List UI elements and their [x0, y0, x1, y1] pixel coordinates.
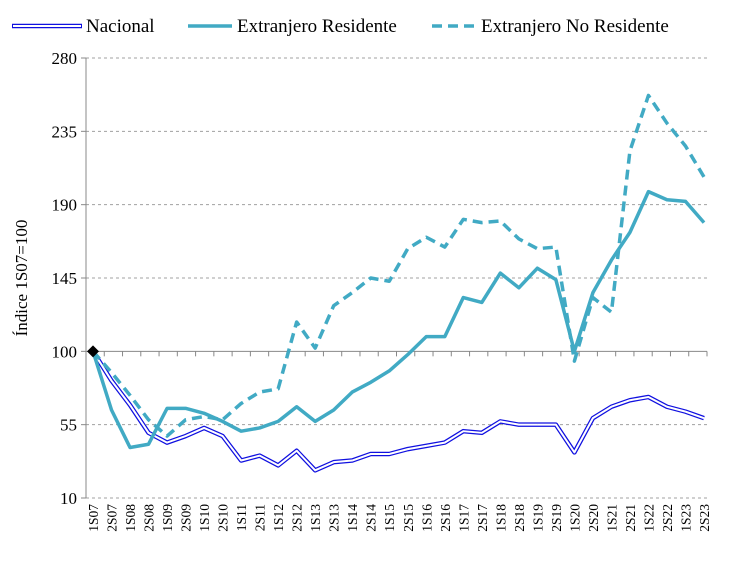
y-tick-label: 10: [60, 489, 77, 508]
y-tick-label: 235: [52, 122, 78, 141]
x-tick-label: 1S18: [493, 504, 508, 532]
y-tick-label: 145: [52, 269, 78, 288]
gridlines: [86, 58, 707, 498]
x-tick-label: 1S16: [419, 504, 434, 532]
x-tick-label: 2S19: [549, 504, 564, 532]
series-line: [93, 192, 704, 448]
x-tick-label: 2S16: [438, 504, 453, 532]
x-tick-label: 2S10: [216, 504, 231, 532]
x-tick-label: 1S07: [86, 504, 101, 532]
series-line: [93, 95, 704, 436]
x-tick-label: 2S22: [660, 504, 675, 532]
x-tick-label: 1S21: [604, 504, 619, 532]
x-tick-label: 2S21: [623, 504, 638, 532]
x-tick-label: 2S20: [586, 504, 601, 532]
x-tick-label: 1S20: [567, 504, 582, 532]
legend-label: Extranjero No Residente: [481, 16, 669, 37]
legend-label: Extranjero Residente: [237, 16, 397, 37]
series-extranjero-no-residente: [93, 95, 704, 436]
x-tick-label: 2S14: [364, 504, 379, 532]
y-tick-label: 280: [52, 49, 78, 68]
x-tick-label: 2S23: [697, 504, 712, 532]
x-tick-label: 2S17: [475, 504, 490, 532]
series-line-inner: [93, 351, 704, 470]
series-group: [87, 95, 704, 470]
x-tick-label: 1S14: [345, 504, 360, 532]
x-tick-label: 1S11: [234, 504, 249, 531]
x-tick-label: 1S09: [160, 504, 175, 532]
x-tick-label: 2S07: [105, 504, 120, 532]
x-tick-label: 2S18: [512, 504, 527, 532]
y-tick-label: 100: [52, 342, 78, 361]
x-tick-label: 2S12: [290, 504, 305, 532]
x-tick-label: 1S23: [678, 504, 693, 532]
y-axis-label: Índice 1S07=100: [12, 220, 31, 337]
x-tick-label: 1S19: [530, 504, 545, 532]
x-tick-label: 2S08: [142, 504, 157, 532]
legend-item: Extranjero Residente: [188, 16, 397, 37]
x-tick-label: 2S11: [253, 504, 268, 531]
x-tick-label: 1S17: [456, 504, 471, 532]
y-tick-label: 190: [52, 196, 78, 215]
x-tick-label: 2S15: [401, 504, 416, 532]
x-tick-label: 2S09: [179, 504, 194, 532]
series-nacional: [93, 351, 704, 470]
x-tick-label: 1S08: [123, 504, 138, 532]
x-tick-label: 1S15: [382, 504, 397, 532]
x-tick-label: 2S13: [327, 504, 342, 532]
legend-item: Extranjero No Residente: [432, 16, 669, 37]
x-tick-label: 1S10: [197, 504, 212, 532]
x-tick-label: 1S12: [271, 504, 286, 532]
series-extranjero-residente: [93, 192, 704, 448]
y-tick-label: 55: [60, 416, 77, 435]
x-tick-label: 1S22: [641, 504, 656, 532]
legend-label: Nacional: [86, 16, 155, 37]
x-tick-label: 1S13: [308, 504, 323, 532]
legend-item: Nacional: [12, 16, 155, 37]
legend: Nacional Extranjero Residente Extranjero N…: [12, 16, 669, 37]
